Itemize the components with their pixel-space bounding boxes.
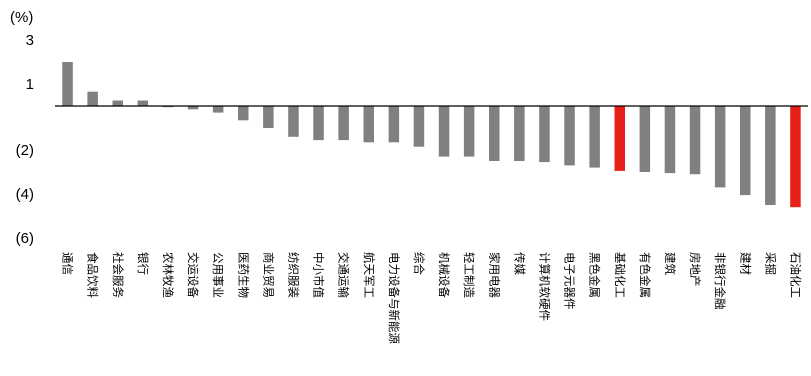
bar-2 xyxy=(87,91,98,106)
bar-18 xyxy=(489,106,500,161)
y-tick-label: (2) xyxy=(16,142,34,159)
y-axis-unit-label: (%) xyxy=(10,9,33,26)
bar-12 xyxy=(338,106,349,141)
category-label: 有色金属 xyxy=(638,252,652,298)
bar-28 xyxy=(740,106,751,196)
category-label: 黑色金属 xyxy=(588,252,602,298)
bar-17 xyxy=(463,106,475,157)
bar-16 xyxy=(438,106,450,157)
bar-25 xyxy=(664,106,676,174)
bar-21 xyxy=(564,106,575,166)
category-label: 建筑 xyxy=(663,252,677,275)
category-label: 房地产 xyxy=(688,252,702,287)
category-label: 采掘 xyxy=(763,252,777,275)
bar-series xyxy=(62,62,801,208)
bar-24 xyxy=(639,106,651,172)
bar-23 xyxy=(614,106,625,171)
bar-14 xyxy=(388,106,400,143)
category-label: 银行 xyxy=(136,252,150,275)
bar-7 xyxy=(212,106,224,113)
category-label: 公用事业 xyxy=(211,252,225,298)
category-label: 中小市值 xyxy=(312,252,326,298)
bar-22 xyxy=(589,106,600,168)
bar-11 xyxy=(313,106,324,141)
bar-10 xyxy=(288,106,299,137)
category-label: 石油化工 xyxy=(788,252,802,298)
category-label: 社会服务 xyxy=(111,252,125,298)
bar-26 xyxy=(689,106,701,175)
category-label: 建材 xyxy=(738,252,752,275)
category-label: 机械设备 xyxy=(437,252,451,298)
bar-20 xyxy=(539,106,550,163)
bar-9 xyxy=(263,106,274,128)
category-label: 非银行金融 xyxy=(713,252,727,310)
bar-19 xyxy=(514,106,525,161)
y-tick-label: 1 xyxy=(26,76,34,93)
bar-6 xyxy=(187,106,199,110)
category-label: 交通运输 xyxy=(337,252,351,298)
category-label: 轻工制造 xyxy=(462,252,476,298)
category-label: 综合 xyxy=(412,252,426,275)
category-label: 传媒 xyxy=(512,252,526,275)
category-label: 食品饮料 xyxy=(86,252,100,298)
category-label: 通信 xyxy=(61,252,75,275)
x-axis-category-labels: 通信 食品饮料 社会服务 银行 农林牧渔 交运设备 公用事业 医药生物 商业贸易 纺织服装 中小市值… xyxy=(61,252,803,344)
category-label: 医药生物 xyxy=(236,252,250,298)
y-tick-label: 3 xyxy=(26,32,34,49)
category-label: 农林牧渔 xyxy=(161,252,175,298)
bar-4 xyxy=(137,100,149,106)
bar-1 xyxy=(62,62,73,106)
bar-15 xyxy=(413,106,425,147)
category-label: 商业贸易 xyxy=(261,252,275,298)
category-label: 基础化工 xyxy=(613,252,627,298)
category-label: 航天军工 xyxy=(362,252,376,298)
bar-13 xyxy=(363,106,374,143)
category-label: 纺织服装 xyxy=(286,252,300,298)
bar-27 xyxy=(714,106,726,188)
bar-3 xyxy=(112,100,123,106)
category-label: 电子元器件 xyxy=(563,252,577,310)
category-label: 电力设备与新能源 xyxy=(387,252,401,344)
y-tick-label: (6) xyxy=(16,230,34,247)
bar-29 xyxy=(765,106,776,205)
bar-8 xyxy=(238,106,249,121)
bar-30 xyxy=(790,106,801,208)
y-axis: 3 1 (2) (4) (6) xyxy=(16,32,34,247)
category-label: 交运设备 xyxy=(186,252,200,298)
category-label: 家用电器 xyxy=(487,252,501,298)
y-tick-label: (4) xyxy=(16,186,34,203)
category-label: 计算机软硬件 xyxy=(537,252,551,321)
